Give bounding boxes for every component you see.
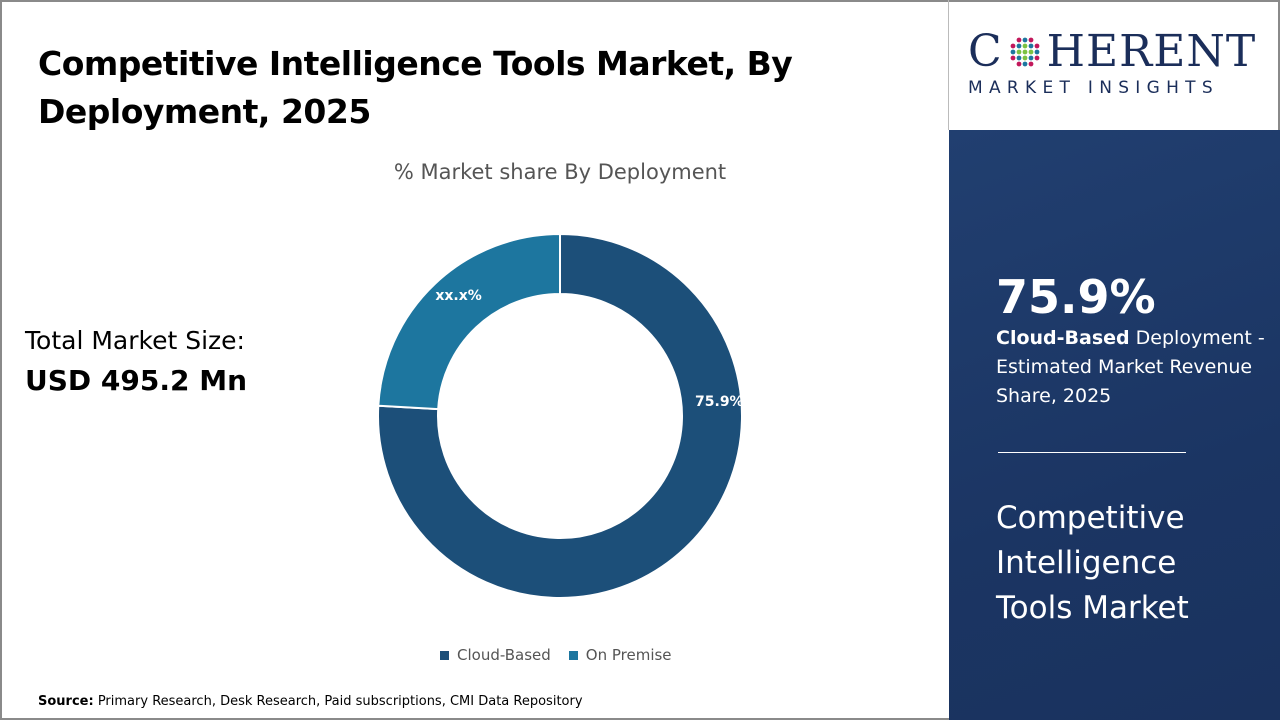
donut-chart: 75.9% xx.x% [377, 232, 744, 599]
donut-slice-on-premise [377, 232, 561, 411]
legend-swatch [440, 651, 449, 660]
legend-label: Cloud-Based [457, 646, 551, 664]
source-note: Source: Primary Research, Desk Research,… [38, 694, 583, 709]
source-label: Source: [38, 694, 94, 709]
highlight-value: 75.9% [996, 270, 1156, 324]
source-text: Primary Research, Desk Research, Paid su… [93, 694, 583, 709]
logo: C HERENT MARKET INSIGHTS [968, 26, 1263, 99]
legend-item-on-premise: On Premise [568, 646, 672, 664]
total-market-value: USD 495.2 Mn [25, 364, 248, 397]
highlight-market-name: Competitive Intelligence Tools Market [996, 500, 1189, 626]
highlight-segment: Cloud-Based [996, 327, 1130, 349]
panel-divider [998, 452, 1186, 453]
chart-title: % Market share By Deployment [393, 160, 727, 184]
donut-slice-cloud-based [377, 232, 743, 599]
divider [948, 0, 949, 130]
globe-dots-icon [1010, 37, 1040, 67]
total-market-label: Total Market Size: [25, 326, 245, 355]
logo-tagline: MARKET INSIGHTS [968, 78, 1219, 98]
page-title: Competitive Intelligence Tools Market, B… [38, 44, 793, 131]
legend-item-cloud-based: Cloud-Based [440, 646, 551, 664]
highlight-description: Cloud-Based Deployment - Estimated Marke… [996, 324, 1266, 411]
highlight-panel: 75.9% Cloud-Based Deployment - Estimated… [949, 130, 1280, 720]
legend-label: On Premise [585, 646, 672, 664]
data-label: 75.9% [695, 394, 744, 410]
logo-brand: C HERENT [968, 26, 1257, 77]
data-label: xx.x% [435, 288, 481, 304]
highlight-text: Deployment - Estimated Market Revenue Sh… [996, 327, 1265, 407]
legend-swatch [568, 651, 578, 660]
chart-legend: Cloud-Based On Premise [440, 646, 672, 664]
